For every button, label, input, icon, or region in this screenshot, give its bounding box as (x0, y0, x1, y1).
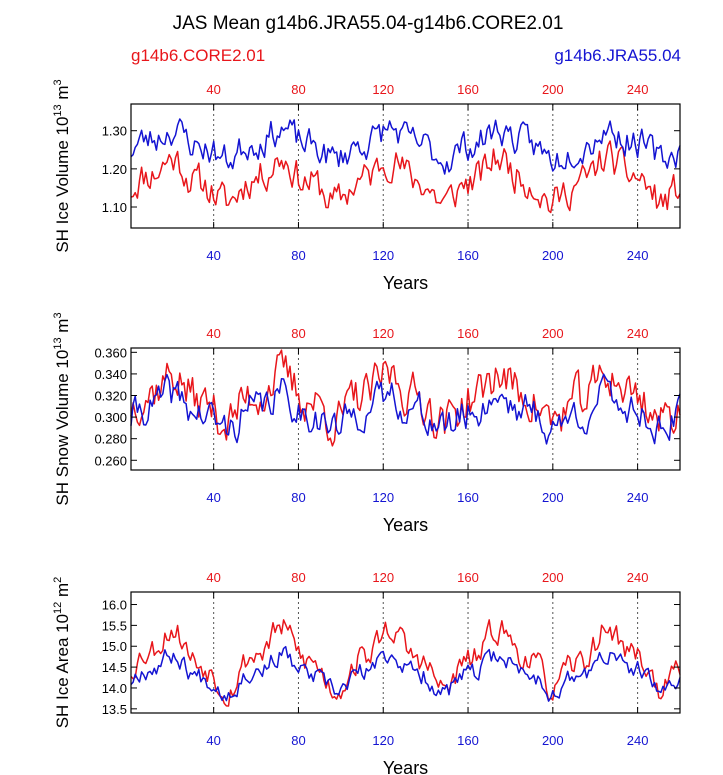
plot-frame (130, 347, 681, 471)
series-line-core (130, 349, 681, 447)
bottom-tick-label: 160 (457, 248, 479, 263)
y-axis-label-part: m (53, 583, 72, 602)
y-axis-label-part: 13 (52, 104, 64, 116)
y-tick-label: 13.5 (102, 702, 127, 717)
y-tick-label: 0.320 (94, 389, 127, 404)
figure-title: JAS Mean g14b6.JRA55.04-g14b6.CORE2.01 (173, 13, 564, 34)
y-tick-label: 16.0 (102, 598, 127, 613)
top-tick-label: 160 (457, 570, 479, 585)
top-tick-label: 240 (627, 82, 649, 97)
panel-2: 40 40 80 80 120 120 160 160 200 200 240 240 0.260 0.2… (52, 312, 681, 535)
x-axis-label: Years (383, 515, 428, 535)
y-axis-label-part: 3 (52, 79, 64, 85)
y-axis-label-part: SH Ice Volume 10 (53, 117, 72, 253)
panel-1: 40 40 80 80 120 120 160 160 200 200 240 240 1.10 1.20… (52, 79, 681, 293)
bottom-tick-label: 80 (291, 248, 305, 263)
top-tick-label: 160 (457, 326, 479, 341)
bottom-tick-label: 40 (206, 490, 220, 505)
right-series-label: g14b6.JRA55.04 (554, 46, 681, 65)
y-axis-label-part: 12 (52, 602, 64, 614)
bottom-tick-label: 160 (457, 490, 479, 505)
bottom-tick-label: 120 (372, 248, 394, 263)
bottom-tick-label: 160 (457, 733, 479, 748)
top-tick-label: 120 (372, 82, 394, 97)
y-tick-label: 0.280 (94, 432, 127, 447)
y-tick-label: 15.0 (102, 639, 127, 654)
y-tick-label: 0.300 (94, 410, 127, 425)
panels: 404080801201201601602002002402401.101.20… (52, 79, 681, 775)
x-axis-label: Years (383, 273, 428, 293)
y-axis-label-part: SH Ice Area 10 (53, 614, 72, 728)
y-tick-label: 1.20 (102, 162, 127, 177)
top-tick-label: 40 (206, 82, 220, 97)
panel-3: 40 40 80 80 120 120 160 160 200 200 240 240 13.5 14.0… (52, 570, 681, 775)
y-tick-label: 14.0 (102, 681, 127, 696)
y-tick-label: 0.360 (94, 345, 127, 360)
top-tick-label: 200 (542, 82, 564, 97)
top-tick-label: 120 (372, 570, 394, 585)
top-tick-label: 200 (542, 570, 564, 585)
top-tick-label: 80 (291, 326, 305, 341)
y-tick-label: 0.260 (94, 453, 127, 468)
bottom-tick-label: 200 (542, 490, 564, 505)
top-tick-label: 200 (542, 326, 564, 341)
plot-frame (130, 591, 681, 714)
top-tick-label: 240 (627, 570, 649, 585)
y-tick-label: 15.5 (102, 618, 127, 633)
top-tick-label: 80 (291, 82, 305, 97)
top-tick-label: 40 (206, 570, 220, 585)
series-line-jra (130, 118, 681, 175)
bottom-tick-label: 80 (291, 490, 305, 505)
top-tick-label: 80 (291, 570, 305, 585)
bottom-tick-label: 40 (206, 733, 220, 748)
series-line-jra (130, 645, 681, 702)
top-tick-label: 40 (206, 326, 220, 341)
series-line-jra (130, 373, 681, 445)
y-tick-label: 0.340 (94, 367, 127, 382)
bottom-tick-label: 120 (372, 733, 394, 748)
y-axis-label-part: m (53, 85, 72, 104)
y-tick-label: 14.5 (102, 660, 127, 675)
y-axis-label: SH Ice Volume 1013 m3 (52, 79, 72, 252)
top-tick-label: 120 (372, 326, 394, 341)
y-axis-label: SH Snow Volume 1013 m3 (52, 312, 72, 505)
series-line-core (130, 140, 681, 214)
bottom-tick-label: 80 (291, 733, 305, 748)
y-tick-label: 1.30 (102, 124, 127, 139)
plot-frame (130, 103, 681, 229)
y-axis-label-part: 13 (52, 337, 64, 349)
bottom-tick-label: 40 (206, 248, 220, 263)
top-tick-label: 240 (627, 326, 649, 341)
y-axis-label-part: 2 (52, 577, 64, 583)
y-tick-label: 1.10 (102, 200, 127, 215)
bottom-tick-label: 120 (372, 490, 394, 505)
top-tick-label: 160 (457, 82, 479, 97)
y-axis-label-part: SH Snow Volume 10 (53, 350, 72, 506)
bottom-tick-label: 240 (627, 733, 649, 748)
bottom-tick-label: 240 (627, 248, 649, 263)
bottom-tick-label: 240 (627, 490, 649, 505)
left-series-label: g14b6.CORE2.01 (131, 46, 265, 65)
y-axis-label: SH Ice Area 1012 m2 (52, 577, 72, 729)
y-axis-label-part: 3 (52, 312, 64, 318)
bottom-tick-label: 200 (542, 733, 564, 748)
x-axis-label: Years (383, 758, 428, 775)
bottom-tick-label: 200 (542, 248, 564, 263)
y-axis-label-part: m (53, 319, 72, 338)
